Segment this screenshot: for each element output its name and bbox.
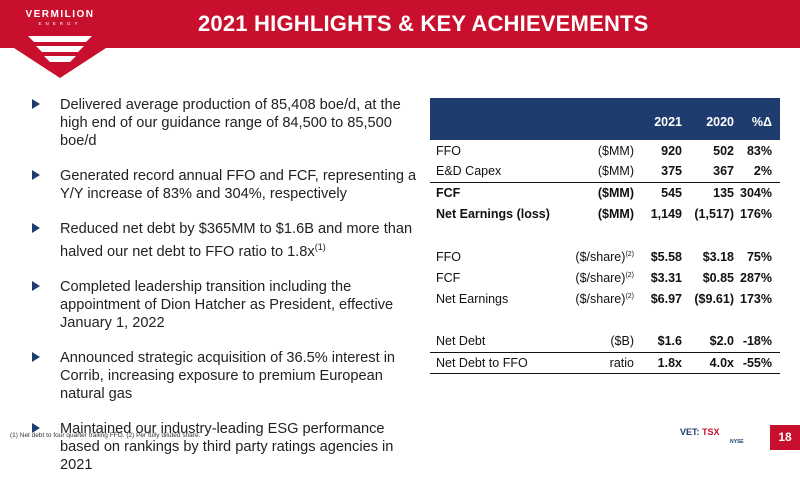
- footnote: (1) Net debt to four quarter trailing FF…: [10, 432, 201, 439]
- bullet-arrow-icon: [32, 170, 40, 180]
- table-row: Net Debt to FFO ratio 1.8x 4.0x -55%: [430, 352, 780, 374]
- highlight-item: Generated record annual FFO and FCF, rep…: [32, 167, 427, 203]
- table-spacer-row: [430, 309, 780, 331]
- row-label: Net Debt to FFO: [430, 352, 562, 374]
- row-pct-change: 2%: [738, 161, 780, 183]
- row-unit: ($/share)(2): [575, 270, 634, 285]
- title-bar: 2021 HIGHLIGHTS & KEY ACHIEVEMENTS: [0, 0, 800, 48]
- row-value-2020: 4.0x: [686, 352, 738, 374]
- row-value-2021: $5.58: [650, 249, 682, 264]
- table-row: FCF ($/share)(2) $3.31 $0.85 287%: [430, 267, 780, 288]
- row-unit: ($MM): [597, 206, 634, 221]
- row-value-2020: $0.85: [702, 270, 734, 285]
- row-label: Net Debt: [430, 331, 562, 353]
- row-value-2021: 1.8x: [638, 352, 686, 374]
- vermilion-logo: VERMILION ENERGY: [14, 0, 106, 78]
- row-label: E&D Capex: [430, 161, 562, 183]
- table-row: Net Earnings (loss) ($MM) 1,149 (1,517) …: [430, 203, 780, 224]
- logo-name: VERMILION: [25, 9, 95, 20]
- bullet-arrow-icon: [32, 99, 40, 109]
- row-value-2021: 920: [661, 143, 682, 158]
- row-pct-change: 304%: [740, 185, 772, 200]
- highlight-text: Announced strategic acquisition of 36.5%…: [60, 349, 396, 402]
- row-value-2020: 502: [713, 143, 734, 158]
- highlight-item: Maintained our industry-leading ESG perf…: [32, 420, 427, 474]
- row-unit: ($/share)(2): [575, 249, 634, 264]
- highlight-text: Reduced net debt by $365MM to $1.6B and …: [60, 221, 413, 260]
- table-spacer-row: [430, 224, 780, 246]
- slide-title: 2021 HIGHLIGHTS & KEY ACHIEVEMENTS: [198, 11, 649, 36]
- highlight-item: Announced strategic acquisition of 36.5%…: [32, 349, 427, 403]
- row-unit: ($MM): [562, 161, 638, 183]
- table-row: FCF ($MM) 545 135 304%: [430, 182, 780, 203]
- row-value-2021: 375: [638, 161, 686, 183]
- highlight-item: Completed leadership transition includin…: [32, 278, 427, 332]
- row-label: FCF: [436, 270, 461, 285]
- bullet-arrow-icon: [32, 223, 40, 233]
- row-pct-change: -18%: [738, 331, 780, 353]
- page-number: 18: [770, 425, 800, 450]
- row-value-2021: 545: [661, 185, 682, 200]
- row-label: Net Earnings (loss): [436, 206, 550, 221]
- ticker-vet: VET:: [680, 427, 700, 437]
- ticker-nyse: NYSE: [730, 439, 744, 445]
- row-pct-change: 75%: [746, 249, 772, 264]
- row-pct-change: -55%: [738, 352, 780, 374]
- row-value-2021: $1.6: [638, 331, 686, 353]
- row-unit: ($MM): [597, 143, 634, 158]
- row-value-2020: ($9.61): [694, 291, 734, 306]
- row-value-2021: $3.31: [650, 270, 682, 285]
- row-unit: ($/share)(2): [575, 291, 634, 306]
- table-row: Net Earnings ($/share)(2) $6.97 ($9.61) …: [430, 288, 780, 309]
- highlight-item: Reduced net debt by $365MM to $1.6B and …: [32, 220, 427, 261]
- bullet-arrow-icon: [32, 351, 40, 362]
- row-pct-change: 176%: [740, 206, 772, 221]
- financial-table: 2021 2020 %Δ FFO ($MM) 920 502 83% E&D C…: [430, 98, 780, 374]
- table-header-pct-change: %Δ: [751, 115, 772, 129]
- row-value-2020: $3.18: [702, 249, 734, 264]
- table-header-label: [430, 98, 562, 140]
- bullet-arrow-icon: [32, 422, 40, 433]
- row-label: Net Earnings: [436, 291, 509, 306]
- highlight-text: Maintained our industry-leading ESG perf…: [60, 420, 394, 473]
- row-unit: ($MM): [597, 185, 634, 200]
- row-value-2021: 1,149: [650, 206, 682, 221]
- table-header-row: 2021 2020 %Δ: [430, 98, 780, 140]
- row-unit: ratio: [562, 352, 638, 374]
- row-pct-change: 173%: [740, 291, 772, 306]
- table-row: FFO ($/share)(2) $5.58 $3.18 75%: [430, 246, 780, 267]
- row-value-2020: (1,517): [694, 206, 734, 221]
- row-value-2020: 135: [713, 185, 734, 200]
- row-pct-change: 83%: [746, 143, 772, 158]
- highlight-text: Delivered average production of 85,408 b…: [60, 97, 401, 149]
- bullet-arrow-icon: [32, 280, 40, 291]
- row-value-2020: $2.0: [686, 331, 738, 353]
- table-row: Net Debt ($B) $1.6 $2.0 -18%: [430, 331, 780, 353]
- table-row: E&D Capex ($MM) 375 367 2%: [430, 161, 780, 183]
- highlights-list: Delivered average production of 85,408 b…: [32, 96, 427, 491]
- ticker-tsx: TSX: [702, 427, 720, 437]
- row-label: FFO: [436, 249, 461, 264]
- row-label: FFO: [436, 143, 461, 158]
- stock-tickers: VET: TSX NYSE: [680, 427, 744, 445]
- row-unit: ($B): [562, 331, 638, 353]
- highlight-text: Completed leadership transition includin…: [60, 278, 394, 331]
- table-row: FFO ($MM) 920 502 83%: [430, 140, 780, 161]
- row-label: FCF: [436, 185, 461, 200]
- highlight-text: Generated record annual FFO and FCF, rep…: [60, 168, 417, 202]
- row-pct-change: 287%: [740, 270, 772, 285]
- table-header-2021: 2021: [654, 115, 682, 129]
- footnote-ref: (1): [314, 242, 326, 252]
- row-value-2021: $6.97: [650, 291, 682, 306]
- logo-shield-icon: [14, 0, 106, 78]
- table-header-2020: 2020: [706, 115, 734, 129]
- highlight-item: Delivered average production of 85,408 b…: [32, 96, 427, 150]
- table-header-unit: [562, 98, 638, 140]
- row-value-2020: 367: [686, 161, 738, 183]
- logo-subtitle: ENERGY: [38, 21, 82, 26]
